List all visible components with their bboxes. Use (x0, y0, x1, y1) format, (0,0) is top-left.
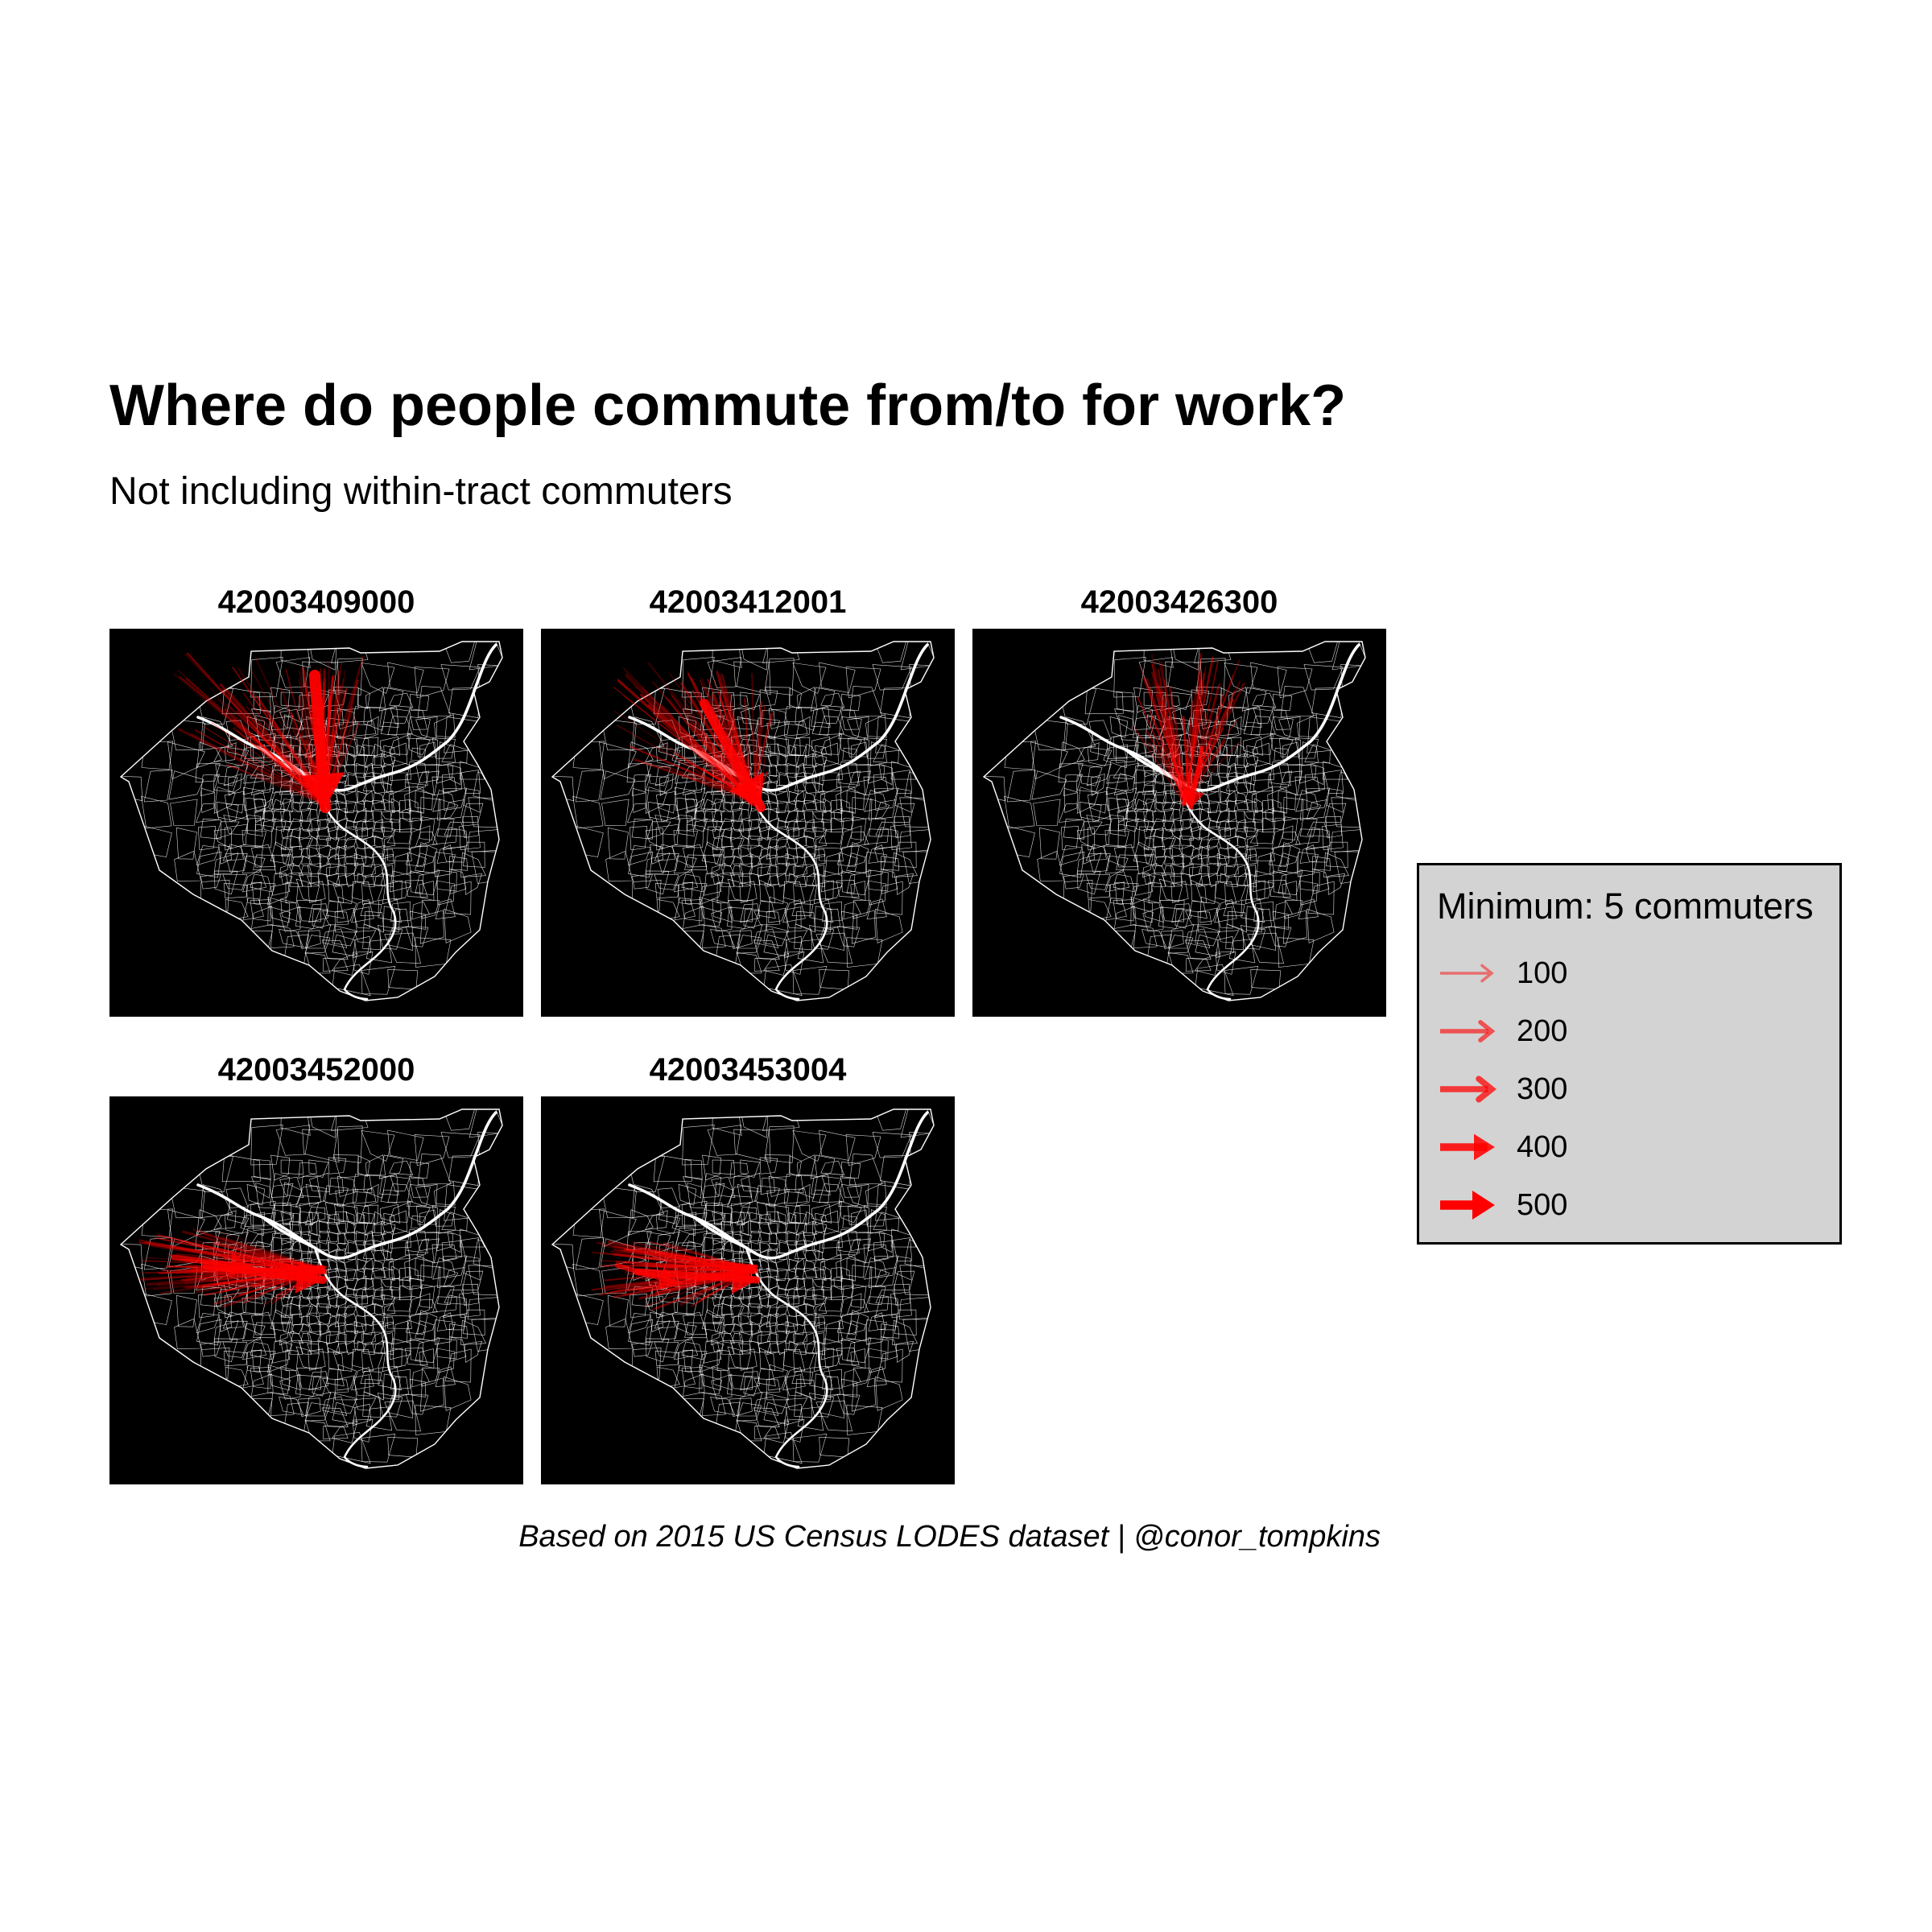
legend-label: 100 (1517, 956, 1568, 990)
river-monongahela (745, 778, 828, 1001)
arrow-icon (1440, 1020, 1496, 1042)
legend-entry-500: 500 (1437, 1186, 1759, 1224)
legend-label: 300 (1517, 1072, 1568, 1106)
flow-arrow-major (300, 670, 345, 813)
flow-arrow-major (634, 1262, 761, 1294)
county-outline (119, 641, 503, 1001)
flow-arrow-minor (615, 1263, 680, 1290)
county-outline (551, 1108, 935, 1469)
panel-title-4: 42003452000 (217, 1052, 415, 1088)
panel-title-3: 42003426300 (1080, 584, 1278, 620)
chart-caption: Based on 2015 US Census LODES dataset | … (518, 1520, 1381, 1554)
tract-map (119, 641, 503, 1001)
legend-entry-400: 400 (1437, 1128, 1759, 1166)
legend-arrow-icon (1437, 1070, 1501, 1108)
arrow-icon (1440, 964, 1494, 983)
flow-arrow-major (700, 699, 766, 812)
map-5 (541, 1096, 955, 1484)
chart-subtitle: Not including within-tract commuters (109, 470, 733, 513)
legend: Minimum: 5 commuters 100 200 300 400 500 (1417, 863, 1842, 1245)
legend-label: 200 (1517, 1014, 1568, 1048)
chart-title: Where do people commute from/to for work… (109, 374, 1347, 438)
county-outline (119, 1108, 503, 1469)
tract-map (119, 1108, 503, 1469)
arrow-icon (1440, 1191, 1495, 1220)
legend-arrow-icon (1437, 1012, 1501, 1051)
arrow-icon (1440, 1133, 1495, 1161)
tract-grid (984, 642, 1365, 997)
tract-grid (552, 1109, 934, 1464)
river-monongahela (745, 1246, 828, 1468)
county-outline (982, 641, 1366, 1001)
legend-entry-200: 200 (1437, 1012, 1759, 1051)
legend-entry-100: 100 (1437, 954, 1759, 993)
panel-title-5: 42003453004 (649, 1052, 847, 1088)
legend-arrow-icon (1437, 1186, 1501, 1224)
legend-arrow-icon (1437, 1128, 1501, 1166)
flow-arrow-minor (1181, 716, 1197, 809)
panel-title-2: 42003412001 (649, 584, 847, 620)
river-ohio (1124, 748, 1179, 782)
tract-grid (121, 642, 502, 997)
tract-map (551, 1108, 935, 1469)
flow-arrow-major (202, 1260, 327, 1294)
legend-label: 400 (1517, 1130, 1568, 1164)
river-monongahela (1176, 778, 1260, 1001)
arrow-icon (1440, 1075, 1497, 1103)
map-2 (541, 629, 955, 1017)
river-monongahela (313, 1246, 397, 1468)
map-4 (109, 1096, 523, 1484)
legend-title: Minimum: 5 commuters (1437, 886, 1814, 927)
county-outline (551, 641, 935, 1001)
river-ohio (261, 1216, 316, 1249)
tract-grid (552, 642, 934, 997)
river-monongahela (313, 778, 397, 1001)
flow-arrow-minor (171, 1251, 254, 1278)
tract-map (982, 641, 1366, 1001)
legend-entry-300: 300 (1437, 1070, 1759, 1108)
map-1 (109, 629, 523, 1017)
panel-title-1: 42003409000 (217, 584, 415, 620)
river-ohio (692, 1216, 748, 1249)
legend-arrow-icon (1437, 954, 1501, 993)
map-3 (972, 629, 1386, 1017)
tract-map (551, 641, 935, 1001)
legend-label: 500 (1517, 1188, 1568, 1222)
